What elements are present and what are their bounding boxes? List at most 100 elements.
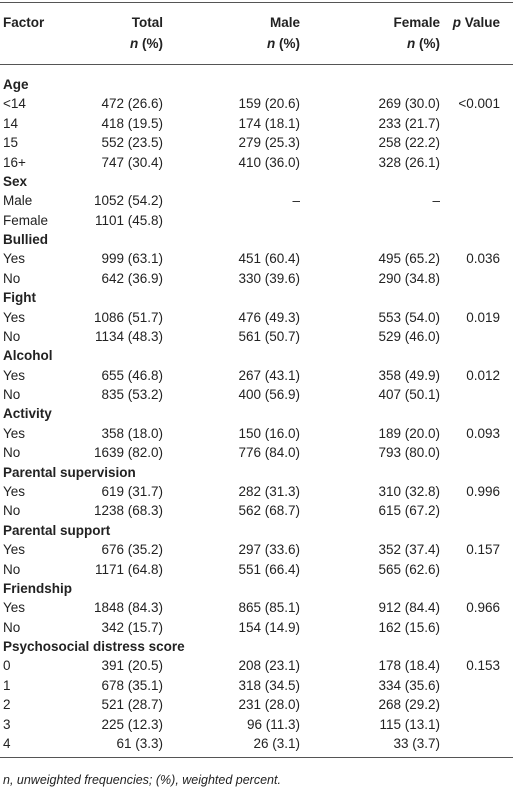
female-cell: 269 (30.0) xyxy=(378,96,440,112)
total-cell: 678 (35.1) xyxy=(101,677,163,693)
female-cell: 793 (80.0) xyxy=(378,445,440,461)
female-cell: 189 (20.0) xyxy=(378,425,440,441)
header-male-unit: n (%) xyxy=(267,35,300,53)
male-cell: 96 (11.3) xyxy=(246,716,300,732)
total-cell: 619 (31.7) xyxy=(101,483,163,499)
female-cell: 553 (54.0) xyxy=(378,309,440,325)
row-label: Yes xyxy=(3,367,26,383)
female-cell: 565 (62.6) xyxy=(378,561,440,577)
male-cell: – xyxy=(292,193,300,209)
total-cell: 747 (30.4) xyxy=(101,154,163,170)
p-value-cell: 0.093 xyxy=(466,425,500,441)
total-cell: 472 (26.6) xyxy=(101,96,163,112)
p-value-cell: <0.001 xyxy=(458,96,500,112)
total-cell: 1052 (54.2) xyxy=(93,193,163,209)
row-label: Yes xyxy=(3,600,26,616)
male-cell: 865 (85.1) xyxy=(238,600,300,616)
total-cell: 1134 (48.3) xyxy=(94,328,163,344)
male-cell: 208 (23.1) xyxy=(238,658,300,674)
unit: (%) xyxy=(419,36,440,51)
total-cell: 418 (19.5) xyxy=(101,115,163,131)
female-cell: 334 (35.6) xyxy=(378,677,440,693)
section-title: Bullied xyxy=(3,232,49,248)
p-label: Value xyxy=(464,15,500,30)
female-cell: 912 (84.4) xyxy=(378,600,440,616)
row-label: 1 xyxy=(3,677,11,693)
female-cell: 615 (67.2) xyxy=(378,503,440,519)
footnote: n, unweighted frequencies; (%), weighted… xyxy=(3,773,281,787)
row-label: 4 xyxy=(3,735,11,751)
female-cell: 352 (37.4) xyxy=(378,542,440,558)
male-cell: 561 (50.7) xyxy=(238,328,300,344)
female-cell: 358 (49.9) xyxy=(378,367,440,383)
row-label: 3 xyxy=(3,716,11,732)
total-cell: 1171 (64.8) xyxy=(94,561,163,577)
section-title: Age xyxy=(3,77,29,92)
section-title: Activity xyxy=(3,406,52,422)
section-title: Psychosocial distress score xyxy=(3,639,185,655)
row-label: No xyxy=(3,328,21,344)
header-male: Male xyxy=(269,15,300,30)
row-label: 14 xyxy=(3,115,19,131)
male-cell: 451 (60.4) xyxy=(238,251,300,267)
p-value-cell: 0.036 xyxy=(466,251,500,267)
section-title: Friendship xyxy=(3,580,73,596)
male-cell: 282 (31.3) xyxy=(238,483,300,499)
top-rule xyxy=(0,2,513,3)
total-cell: 1086 (51.7) xyxy=(93,309,163,325)
row-label: No xyxy=(3,619,21,635)
male-cell: 159 (20.6) xyxy=(238,96,300,112)
female-cell: 33 (3.7) xyxy=(393,735,440,751)
header-female: Female xyxy=(393,15,440,30)
female-cell: 328 (26.1) xyxy=(378,154,440,170)
section-title: Sex xyxy=(3,173,28,189)
section-title: Parental support xyxy=(3,522,111,538)
unit-symbol: n xyxy=(266,36,276,51)
p-value-cell: 0.157 xyxy=(466,542,500,558)
male-cell: 476 (49.3) xyxy=(238,309,300,325)
male-cell: 154 (14.9) xyxy=(238,619,300,635)
header-female-unit: n (%) xyxy=(407,35,440,53)
male-cell: 410 (36.0) xyxy=(238,154,300,170)
row-label: 2 xyxy=(3,697,11,713)
header-total: Total xyxy=(131,15,163,30)
male-cell: 267 (43.1) xyxy=(238,367,300,383)
bottom-rule xyxy=(0,757,513,758)
female-cell: 233 (21.7) xyxy=(378,115,440,131)
row-label: No xyxy=(3,270,21,286)
row-label: No xyxy=(3,503,21,519)
unit-symbol: n xyxy=(406,36,416,51)
p-value-cell: 0.966 xyxy=(466,600,500,616)
p-symbol: p xyxy=(452,15,461,30)
male-cell: 26 (3.1) xyxy=(253,735,300,751)
total-cell: 61 (3.3) xyxy=(116,735,163,751)
total-cell: 1848 (84.3) xyxy=(93,600,163,616)
male-cell: 551 (66.4) xyxy=(238,561,300,577)
female-cell: – xyxy=(432,193,440,209)
female-cell: 115 (13.1) xyxy=(379,716,440,732)
total-cell: 391 (20.5) xyxy=(101,658,163,674)
row-label: <14 xyxy=(3,96,26,112)
p-value-cell: 0.153 xyxy=(466,658,500,674)
female-cell: 407 (50.1) xyxy=(378,387,440,403)
male-cell: 150 (16.0) xyxy=(238,425,300,441)
row-label: 15 xyxy=(3,135,19,151)
male-cell: 231 (28.0) xyxy=(238,697,300,713)
female-cell: 310 (32.8) xyxy=(378,483,440,499)
male-cell: 330 (39.6) xyxy=(238,270,300,286)
female-cell: 258 (22.2) xyxy=(378,135,440,151)
total-cell: 358 (18.0) xyxy=(101,425,163,441)
female-cell: 178 (18.4) xyxy=(378,658,440,674)
row-label: Yes xyxy=(3,483,26,499)
row-label: No xyxy=(3,445,21,461)
unit: (%) xyxy=(279,36,300,51)
section-title: Alcohol xyxy=(3,348,53,364)
male-cell: 279 (25.3) xyxy=(238,135,300,151)
total-cell: 835 (53.2) xyxy=(101,387,163,403)
header-factor: Factor xyxy=(3,15,45,30)
p-value-cell: 0.012 xyxy=(466,367,500,383)
row-label: Yes xyxy=(3,251,26,267)
row-label: No xyxy=(3,561,21,577)
section-title: Fight xyxy=(3,290,36,306)
